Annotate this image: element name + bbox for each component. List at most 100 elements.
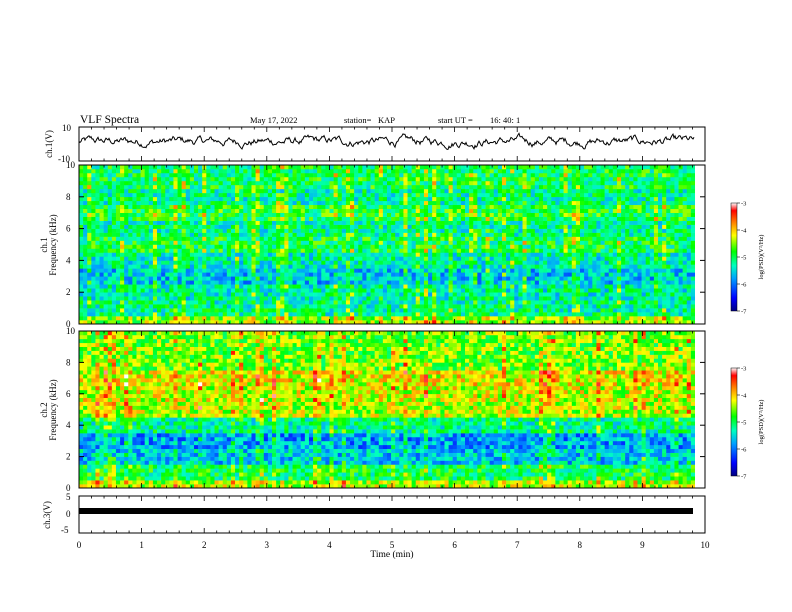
ch1-spectrogram-cell: [124, 188, 129, 194]
ch1-spectrogram-cell: [563, 272, 568, 277]
ch1-spectrogram-cell: [243, 200, 248, 206]
ch1-spectrogram-cell: [177, 165, 182, 170]
ch1-spectrogram-cell: [497, 292, 503, 297]
ch1-spectrogram-cell: [259, 312, 265, 317]
ch1-spectrogram-cell: [87, 284, 92, 289]
ch1-spectrogram-cell: [136, 216, 141, 221]
ch1-spectrogram-cell: [354, 180, 359, 186]
ch1-spectrogram-cell: [350, 228, 355, 233]
ch1-spectrogram-cell: [534, 320, 540, 325]
ch1-spectrogram-cell: [460, 260, 466, 265]
ch1-spectrogram-cell: [226, 240, 232, 245]
ch1-spectrogram-cell: [428, 180, 433, 186]
ch1-spectrogram-cell: [571, 316, 577, 321]
ch1-spectrogram-cell: [345, 200, 351, 206]
ch1-spectrogram-cell: [280, 284, 285, 289]
ch1-spectrogram-cell: [399, 172, 404, 178]
ch1-spectrogram-cell: [510, 212, 515, 217]
ch1-spectrogram-cell: [259, 184, 265, 190]
ch1-spectrogram-cell: [313, 228, 318, 233]
ch1-spectrogram-cell: [432, 300, 437, 305]
ch1-spectrogram-cell: [366, 300, 371, 305]
ch1-spectrogram-cell: [230, 212, 236, 217]
ch1-spectrogram-cell: [362, 232, 367, 237]
ch1-spectrogram-cell: [370, 292, 375, 297]
ch1-spectrogram-cell: [218, 228, 224, 233]
ch1-spectrogram-cell: [148, 288, 154, 293]
ch1-spectrogram-cell: [321, 308, 326, 313]
ch1-spectrogram-cell: [489, 260, 495, 265]
ch1-spectrogram-cell: [103, 252, 109, 257]
ch1-spectrogram-cell: [218, 300, 224, 305]
ch1-spectrogram-cell: [91, 192, 96, 198]
ch1-spectrogram-cell: [202, 304, 207, 309]
ch1-spectrogram-cell: [288, 188, 293, 194]
ch1-spectrogram-cell: [584, 320, 589, 325]
ch1-spectrogram-cell: [506, 320, 511, 325]
ch1-spectrogram-cell: [226, 188, 232, 194]
ch1-spectrogram-cell: [518, 296, 523, 301]
ch1-spectrogram-cell: [543, 268, 548, 273]
ch1-spectrogram-cell: [83, 320, 88, 325]
ch1-spectrogram-cell: [497, 240, 503, 245]
ch1-spectrogram-cell: [325, 228, 330, 233]
ch1-spectrogram-cell: [370, 252, 375, 257]
ch1-spectrogram-cell: [169, 284, 174, 289]
ch1-spectrogram-cell: [296, 165, 302, 170]
ch1-spectrogram-cell: [226, 272, 232, 277]
ch1-spectrogram-cell: [399, 244, 404, 249]
ch1-spectrogram-cell: [235, 244, 240, 249]
ch1-spectrogram-cell: [530, 200, 536, 206]
ch1-spectrogram-cell: [321, 200, 326, 206]
ch1-spectrogram-cell: [555, 264, 560, 269]
ch1-spectrogram-cell: [325, 236, 330, 241]
ch1-spectrogram-cell: [358, 248, 363, 253]
ch1-spectrogram-cell: [436, 288, 441, 293]
ch1-spectrogram-cell: [370, 300, 375, 305]
ch1-spectrogram-cell: [337, 296, 343, 301]
ch1-spectrogram-cell: [226, 184, 232, 190]
ch1-spectrogram-cell: [87, 244, 92, 249]
ch1-spectrogram-cell: [415, 176, 421, 182]
ch1-spectrogram-cell: [588, 320, 593, 325]
ch1-spectrogram-cell: [506, 304, 511, 309]
ch1-spectrogram-cell: [148, 248, 154, 253]
ch1-spectrogram-cell: [395, 308, 400, 313]
ch1-spectrogram-cell: [284, 288, 289, 293]
ch1-spectrogram-cell: [177, 304, 182, 309]
ch1-spectrogram-cell: [325, 176, 330, 182]
ch1-spectrogram-cell: [395, 300, 400, 305]
ch1-spectrogram-cell: [87, 296, 92, 301]
ch1-spectrogram-cell: [144, 232, 150, 237]
ch1-spectrogram-cell: [506, 188, 511, 194]
ch1-spectrogram-cell: [128, 320, 133, 325]
ch1-spectrogram-cell: [419, 292, 425, 297]
ch1-spectrogram-cell: [243, 216, 248, 221]
ch1-spectrogram-cell: [403, 260, 408, 265]
ch1-spectrogram-cell: [378, 284, 384, 289]
ch1-spectrogram-cell: [575, 196, 581, 202]
ch1-spectrogram-cell: [555, 276, 560, 281]
ch1-spectrogram-cell: [120, 312, 125, 317]
ch1-spectrogram-cell: [530, 304, 536, 309]
ch1-spectrogram-cell: [222, 180, 228, 186]
ch1-spectrogram-cell: [111, 284, 117, 289]
ch1-spectrogram-cell: [358, 180, 363, 186]
ch1-spectrogram-cell: [317, 296, 322, 301]
ch1-spectrogram-cell: [284, 168, 289, 174]
ch1-spectrogram-cell: [440, 244, 445, 249]
ch1-spectrogram-cell: [284, 284, 289, 289]
ch1-spectrogram-cell: [325, 248, 330, 253]
ch1-spectrogram-cell: [140, 292, 146, 297]
ch1-spectrogram-cell: [214, 208, 219, 213]
ch1-spectrogram-cell: [239, 224, 244, 229]
ch1-spectrogram-cell: [148, 312, 154, 317]
ch1-spectrogram-cell: [366, 268, 371, 273]
ch1-spectrogram-cell: [230, 240, 236, 245]
ch1-spectrogram-cell: [538, 196, 544, 202]
ch1-spectrogram-cell: [128, 300, 133, 305]
ch1-spectrogram-cell: [551, 224, 556, 229]
ch1-spectrogram-cell: [292, 316, 297, 321]
ch1-spectrogram-cell: [239, 200, 244, 206]
ch1-spectrogram-cell: [530, 192, 536, 198]
